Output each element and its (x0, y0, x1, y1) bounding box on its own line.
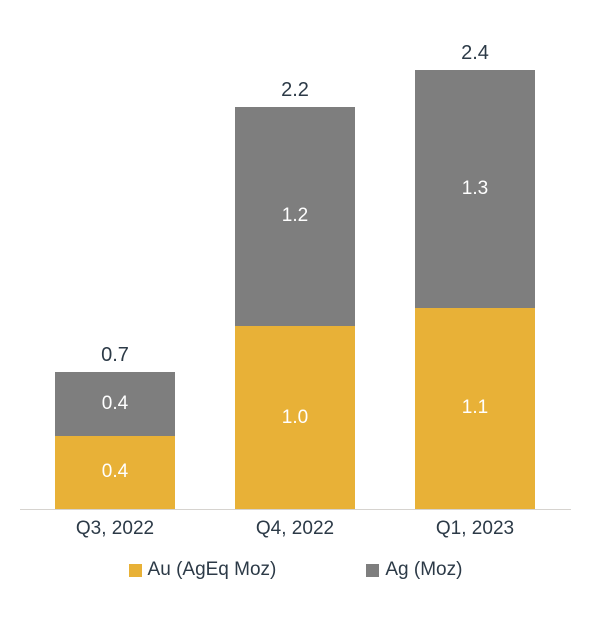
bar-segment-ag: 1.3 (415, 70, 535, 308)
bar-group-2: 2.4 1.3 1.1 (415, 70, 535, 509)
x-tick: Q3, 2022 (55, 518, 175, 540)
total-label: 2.2 (235, 79, 355, 102)
segment-label: 1.0 (282, 407, 308, 429)
bar-group-1: 2.2 1.2 1.0 (235, 107, 355, 509)
bar-segment-au: 1.0 (235, 326, 355, 509)
segment-label: 1.3 (462, 178, 488, 200)
x-tick: Q1, 2023 (415, 518, 535, 540)
bar-group-0: 0.7 0.4 0.4 (55, 372, 175, 509)
legend-label: Au (AgEq Moz) (148, 559, 277, 581)
total-label: 0.7 (55, 344, 175, 367)
segment-label: 1.1 (462, 397, 488, 419)
segment-label: 1.2 (282, 205, 308, 227)
segment-label: 0.4 (102, 393, 128, 415)
legend-item-au: Au (AgEq Moz) (129, 559, 277, 581)
bar-segment-au: 1.1 (415, 308, 535, 509)
legend-swatch (366, 564, 379, 577)
x-tick: Q4, 2022 (235, 518, 355, 540)
segment-label: 0.4 (102, 461, 128, 483)
x-axis: Q3, 2022 Q4, 2022 Q1, 2023 (20, 510, 571, 550)
bar-segment-ag: 1.2 (235, 107, 355, 326)
plot-area: 0.7 0.4 0.4 2.2 1.2 1.0 2.4 1.3 1.1 (20, 20, 571, 510)
legend-label: Ag (Moz) (385, 559, 462, 581)
legend: Au (AgEq Moz) Ag (Moz) (20, 550, 571, 590)
bar-segment-ag: 0.4 (55, 372, 175, 436)
total-label: 2.4 (415, 42, 535, 65)
legend-swatch (129, 564, 142, 577)
bar-segment-au: 0.4 (55, 436, 175, 509)
legend-item-ag: Ag (Moz) (366, 559, 462, 581)
stacked-bar-chart: 0.7 0.4 0.4 2.2 1.2 1.0 2.4 1.3 1.1 (20, 20, 571, 598)
